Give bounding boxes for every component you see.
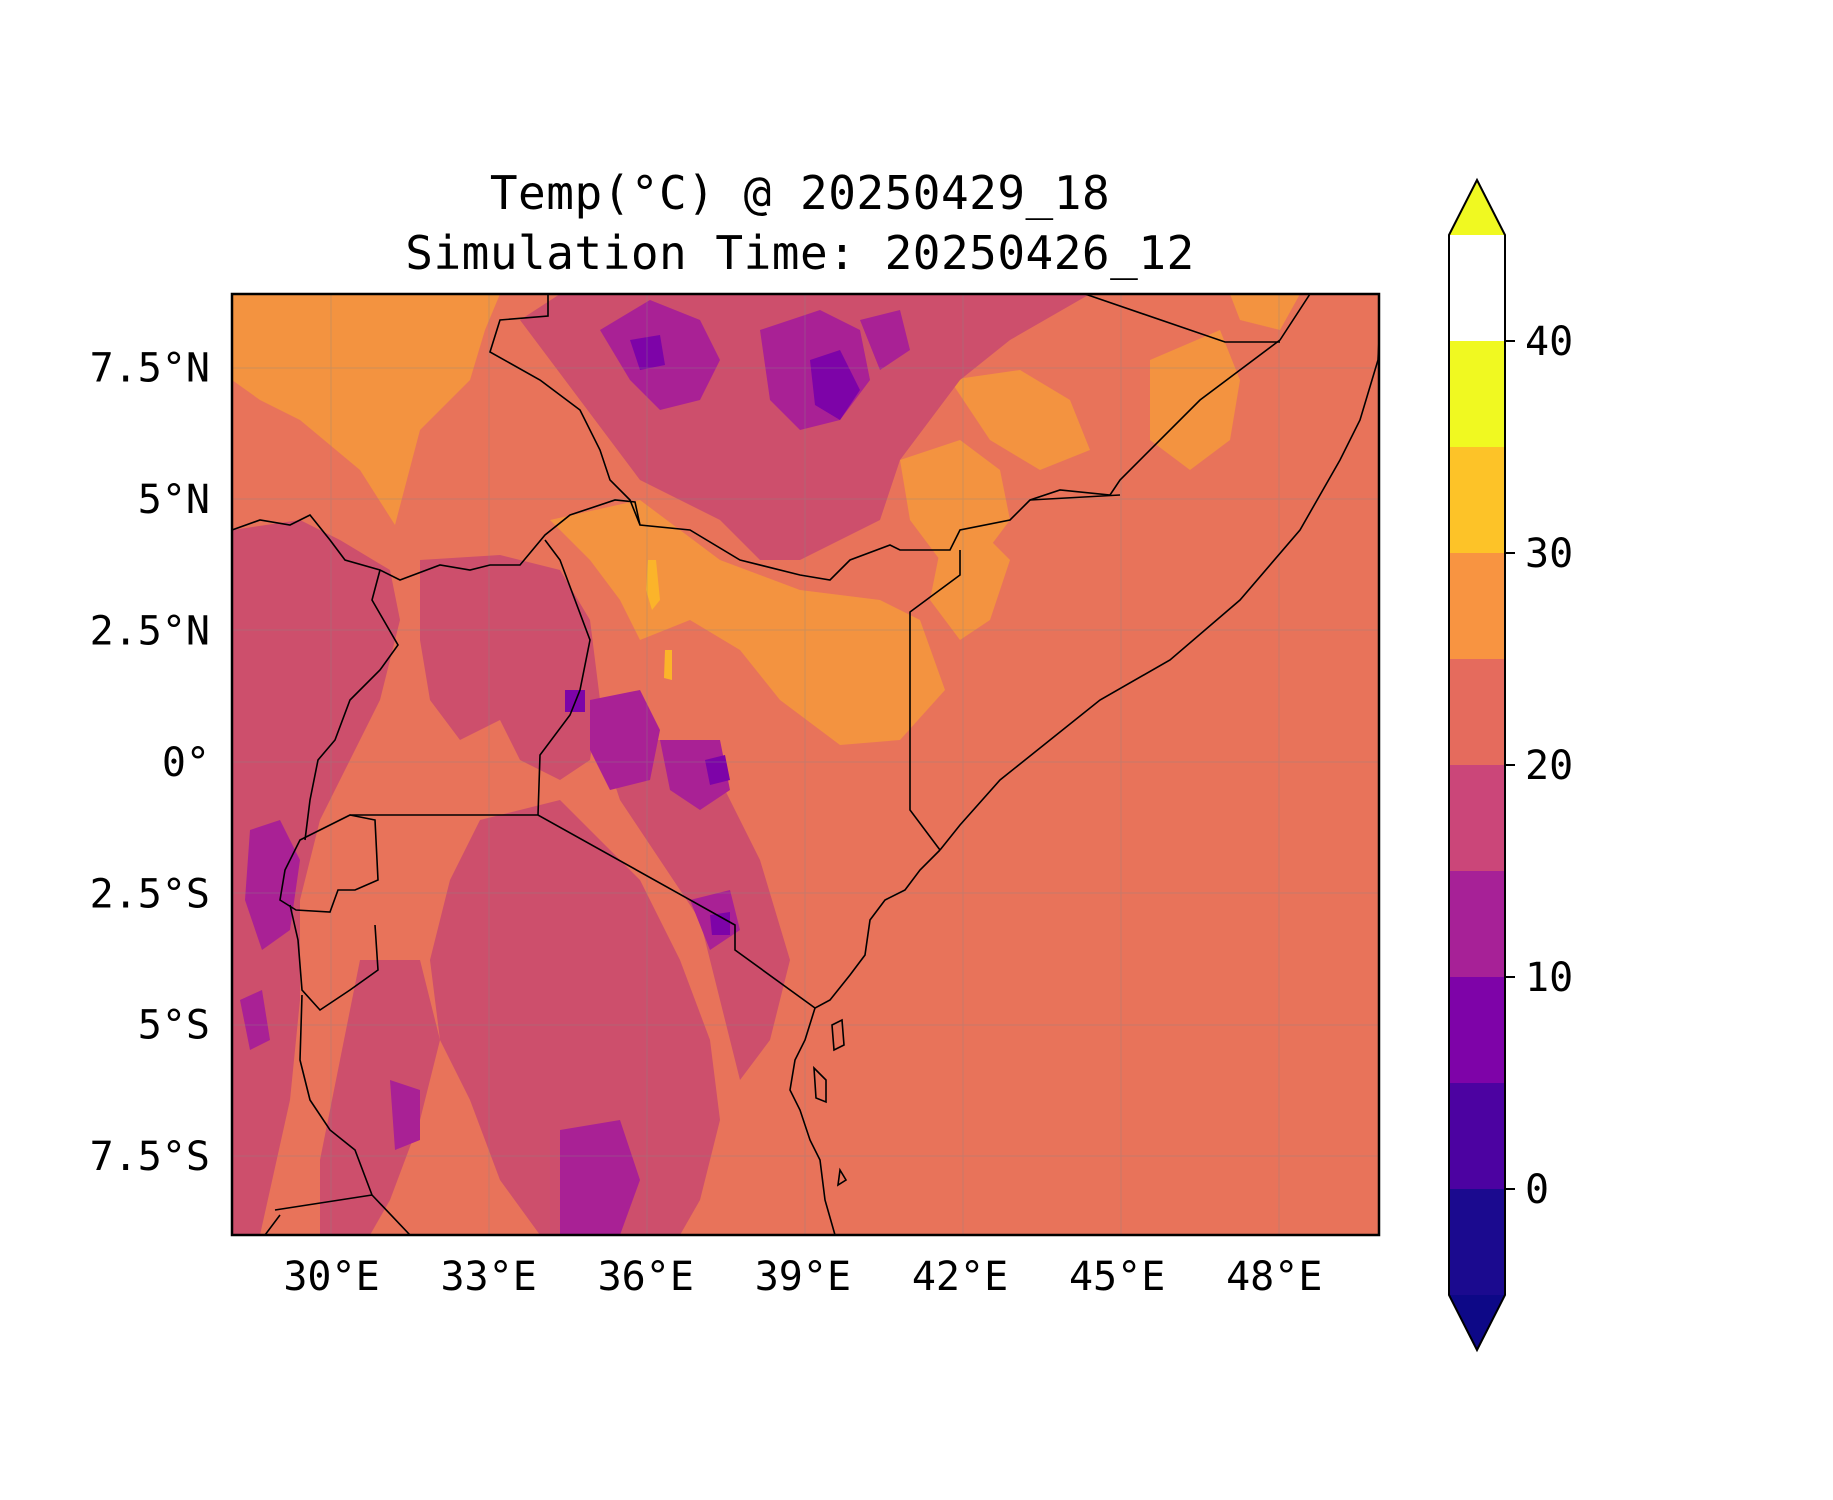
colorbar-segment: [1449, 447, 1505, 553]
colorbar-segment: [1449, 1189, 1505, 1295]
map-title-line1: Temp(°C) @ 20250429_18: [489, 166, 1111, 220]
colorbar-tick-label: 20: [1525, 743, 1573, 789]
map-title-line2: Simulation Time: 20250426_12: [405, 226, 1195, 280]
temperature-field: [232, 294, 1379, 1235]
temp-band-30-35: [232, 294, 1300, 745]
colorbar: 0 10 20 30 40: [1448, 177, 1573, 1353]
y-tick-label: 0°: [162, 740, 210, 786]
y-tick-label: 5°N: [138, 477, 210, 523]
y-tick-label: 7.5°N: [90, 346, 210, 392]
x-tick-label: 33°E: [440, 1254, 536, 1300]
x-tick-label: 39°E: [755, 1254, 851, 1300]
colorbar-tick-label: 0: [1525, 1167, 1549, 1213]
colorbar-outline: [1448, 177, 1506, 1353]
colorbar-segment: [1449, 341, 1505, 447]
country-borders: [232, 294, 1379, 1235]
x-tick-label: 45°E: [1069, 1254, 1165, 1300]
temp-band-10-15: [565, 335, 860, 935]
colorbar-segment: [1449, 977, 1505, 1083]
temp-band-35-40: [646, 560, 672, 680]
colorbar-segment: [1449, 871, 1505, 977]
x-tick-label: 42°E: [912, 1254, 1008, 1300]
map-gridlines: [232, 294, 1379, 1235]
y-tick-label: 5°S: [138, 1003, 210, 1049]
colorbar-segment: [1449, 553, 1505, 659]
colorbar-tick-label: 30: [1525, 531, 1573, 577]
colorbar-segment: [1449, 765, 1505, 871]
colorbar-tick-label: 40: [1525, 319, 1573, 365]
colorbar-segment: [1449, 1083, 1505, 1189]
map-frame: [230, 292, 1381, 1237]
colorbar-extend-min: [1449, 1295, 1505, 1350]
y-tick-label: 2.5°N: [90, 608, 210, 654]
colorbar-extend-max: [1449, 180, 1505, 235]
x-tick-label: 36°E: [598, 1254, 694, 1300]
x-axis-ticks: 30°E 33°E 36°E 39°E 42°E 45°E 48°E: [283, 1254, 1322, 1300]
y-axis-ticks: 7.5°N 5°N 2.5°N 0° 2.5°S 5°S 7.5°S: [90, 346, 210, 1181]
colorbar-segment: [1449, 659, 1505, 765]
x-tick-label: 30°E: [283, 1254, 379, 1300]
x-tick-label: 48°E: [1226, 1254, 1322, 1300]
y-tick-label: 2.5°S: [90, 871, 210, 917]
y-tick-label: 7.5°S: [90, 1134, 210, 1180]
colorbar-tick-label: 10: [1525, 955, 1573, 1001]
